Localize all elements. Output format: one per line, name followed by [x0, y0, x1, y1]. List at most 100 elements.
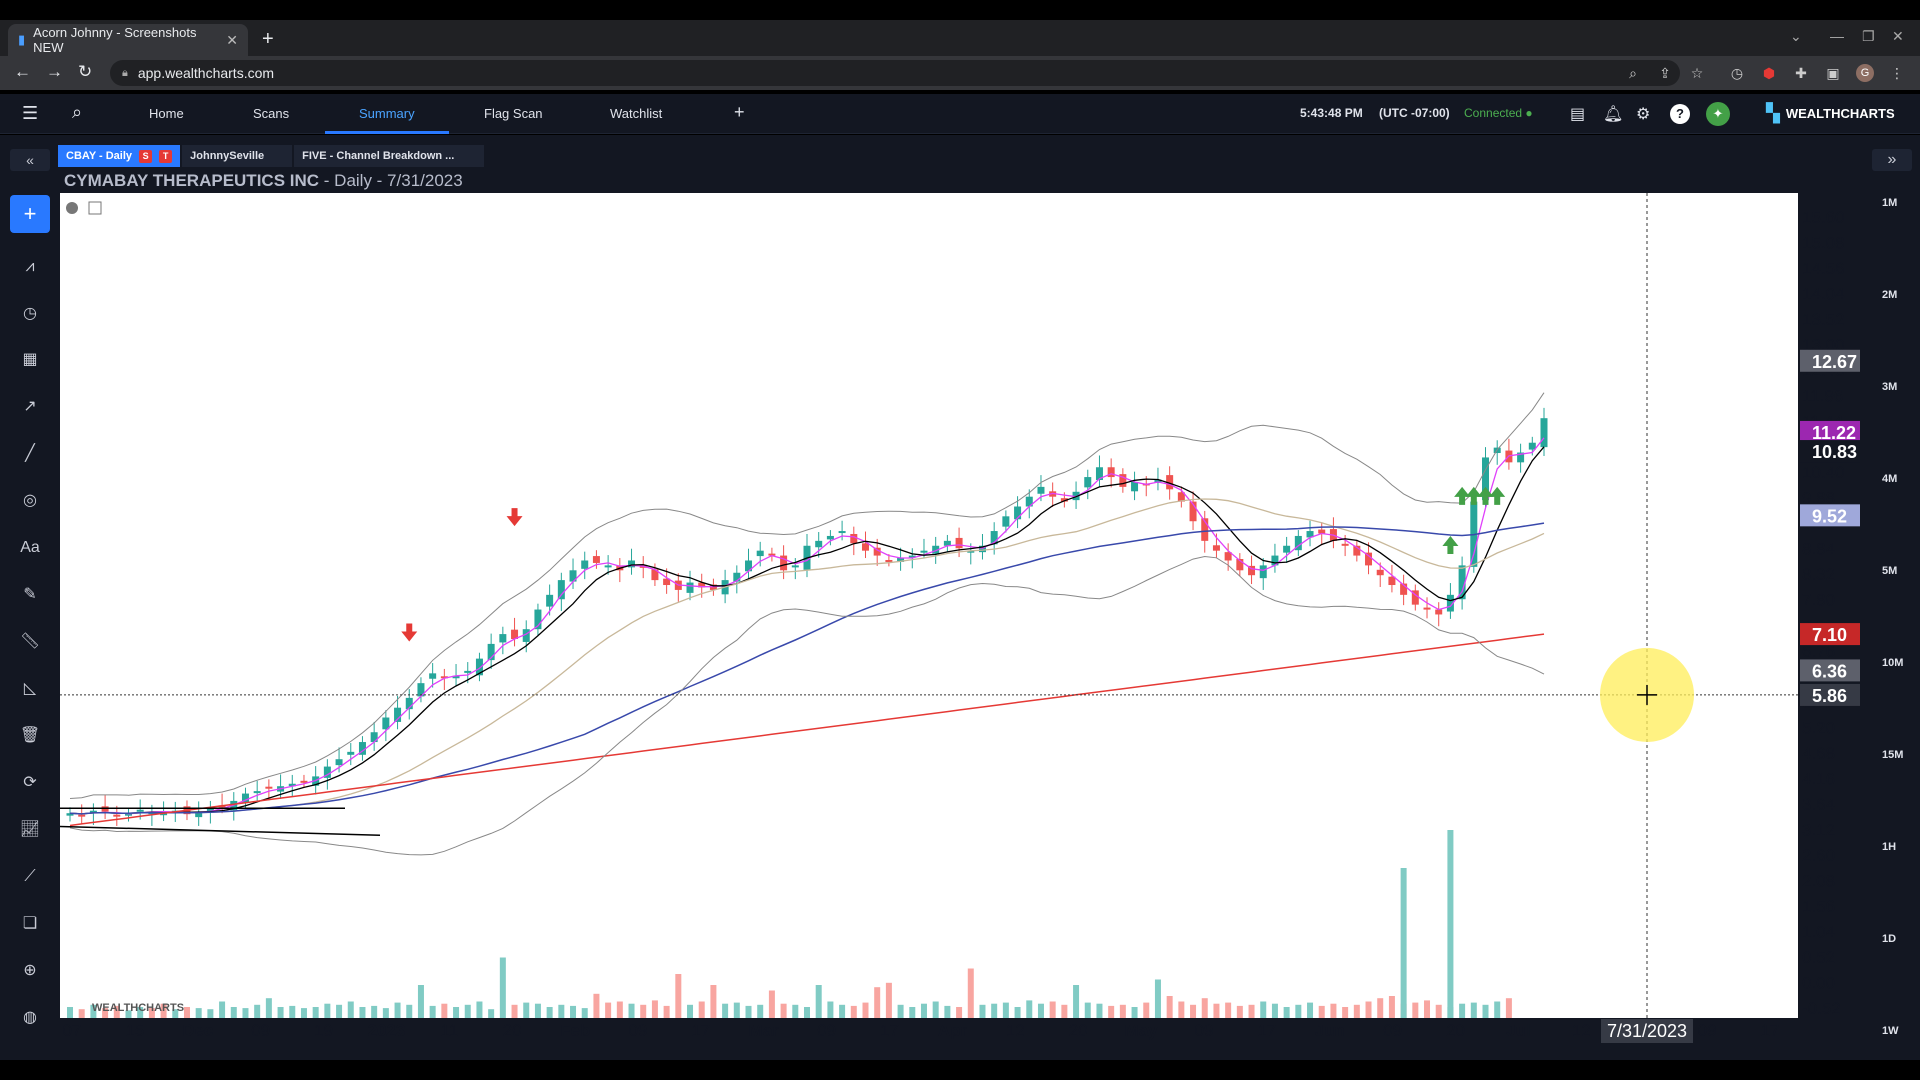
lightbulb-icon[interactable]: ✦	[1706, 102, 1730, 126]
refresh-icon[interactable]: ⟳	[23, 774, 37, 791]
volume-bar	[441, 1003, 448, 1018]
timeframe-3m[interactable]: 3M	[1882, 381, 1898, 393]
volume-bar	[675, 974, 682, 1018]
globe-icon[interactable]: ◍	[23, 1009, 37, 1026]
volume-bar	[488, 1009, 495, 1018]
volume-bar	[874, 987, 881, 1018]
bell-icon[interactable]: 🔔︎	[1603, 106, 1624, 123]
back-icon[interactable]: ←	[14, 62, 31, 81]
candle-body	[1400, 583, 1408, 595]
candle-body	[1283, 545, 1291, 553]
candle-body	[1376, 569, 1384, 576]
chart-tab-label: CBAY - Daily	[66, 150, 133, 162]
timeframe-15m[interactable]: 15M	[1882, 749, 1904, 761]
chart-tab-cbay[interactable]: CBAY - Daily S T	[58, 145, 181, 167]
extension-shield-icon[interactable]: ⬢	[1762, 65, 1776, 81]
help-icon[interactable]: ?	[1670, 104, 1690, 124]
menu-kebab-icon[interactable]: ⋮	[1890, 65, 1904, 81]
pattern-icon[interactable]: ⟋	[24, 868, 36, 885]
ruler-icon[interactable]: 📏︎	[19, 633, 41, 650]
candle-body	[1318, 529, 1326, 534]
browser-tab[interactable]: ▮ Acorn Johnny - Screenshots NEW ✕	[8, 24, 248, 56]
clock-icon[interactable]: ◷	[23, 305, 37, 322]
url-input[interactable]: 🔒︎ app.wealthcharts.com	[110, 60, 1680, 86]
line-chart-icon[interactable]: 📈︎	[19, 821, 41, 838]
candle-body	[1528, 442, 1536, 450]
zoom-icon[interactable]: ⌕	[1629, 65, 1637, 81]
tab-search-icon[interactable]: ⌄	[1790, 28, 1802, 44]
trend-icon[interactable]: ↗	[23, 398, 37, 415]
candle-body	[791, 565, 799, 568]
timeframe-2m[interactable]: 2M	[1882, 289, 1898, 301]
add-tab-icon[interactable]: +	[734, 102, 745, 122]
chart-tab-johnnyseville[interactable]: JohnnySeville	[182, 145, 293, 167]
candle-body	[1189, 501, 1197, 522]
studies-icon[interactable]: ⩘	[25, 258, 35, 275]
timeframe-5m[interactable]: 5M	[1882, 565, 1898, 577]
volume-bar	[1108, 1005, 1115, 1018]
price-chart[interactable]: 15.6015.0814.5614.0413.5213.0012.4811.96…	[0, 135, 1870, 1060]
profile-avatar[interactable]: G	[1856, 64, 1874, 82]
nav-flag-scan[interactable]: Flag Scan	[484, 106, 543, 121]
reload-icon[interactable]: ↻	[78, 62, 93, 81]
hamburger-menu-icon[interactable]: ☰	[22, 103, 39, 123]
ma-50-line	[69, 522, 1545, 815]
candle-body	[1119, 474, 1127, 487]
candle-body	[838, 531, 846, 534]
volume-bar	[1365, 1001, 1372, 1018]
nav-scans[interactable]: Scans	[253, 106, 290, 121]
timeframe-1m[interactable]: 1M	[1882, 197, 1898, 209]
minimize-icon[interactable]: —	[1830, 28, 1844, 44]
volume-bar	[1505, 998, 1512, 1018]
collapse-right-icon[interactable]: »	[1872, 149, 1912, 171]
chart-tab-five[interactable]: FIVE - Channel Breakdown ...	[294, 145, 485, 167]
volume-bar	[148, 1008, 155, 1018]
sidepanel-icon[interactable]: ▣	[1826, 65, 1840, 81]
crosshair-tool-icon[interactable]: ⊕	[23, 962, 37, 979]
date-tick-label: Feb	[560, 1021, 590, 1040]
close-window-icon[interactable]: ✕	[1892, 28, 1904, 44]
gear-icon[interactable]: ⚙	[1636, 106, 1651, 123]
text-tool-icon[interactable]: Aa	[20, 539, 40, 556]
candle-body	[686, 582, 694, 593]
volume-bar	[850, 1005, 857, 1018]
search-icon[interactable]: ⌕	[72, 102, 83, 122]
nav-home[interactable]: Home	[149, 106, 184, 121]
save-icon[interactable]: ▤	[1570, 106, 1586, 123]
new-tab-icon[interactable]: +	[262, 28, 274, 50]
close-tab-icon[interactable]: ✕	[226, 31, 238, 48]
extension-clock-icon[interactable]: ◷	[1730, 65, 1744, 81]
timeframe-4m[interactable]: 4M	[1882, 473, 1898, 485]
nav-watchlist[interactable]: Watchlist	[610, 106, 663, 121]
timeframe-1h[interactable]: 1H	[1882, 841, 1897, 853]
share-icon[interactable]: ⇪	[1659, 65, 1671, 81]
volume-bar	[581, 1008, 588, 1018]
volume-bar	[429, 1005, 436, 1018]
nav-summary[interactable]: Summary	[359, 106, 415, 121]
timeframe-10m[interactable]: 10M	[1882, 657, 1904, 669]
timeframe-1w[interactable]: 1W	[1882, 1025, 1899, 1037]
shapes-icon[interactable]: ◎	[23, 492, 37, 509]
price-label-bg	[1800, 683, 1860, 706]
candle-body	[1212, 545, 1220, 551]
line-tool-icon[interactable]: ╱	[25, 445, 35, 462]
calendar-icon[interactable]: ▦	[22, 351, 38, 368]
layers-icon[interactable]: ❏	[22, 915, 38, 932]
candle-body	[499, 634, 507, 643]
price-label-text: 11.22	[1812, 423, 1856, 443]
trash-icon[interactable]: 🗑︎	[19, 727, 41, 744]
volume-bar	[195, 1008, 202, 1018]
forward-icon[interactable]: →	[46, 62, 63, 81]
measure-icon[interactable]: ◺	[23, 680, 37, 697]
timeframe-bar: »	[1870, 135, 1920, 1060]
restore-icon[interactable]: ❐	[1862, 28, 1875, 44]
price-label-bg	[1800, 420, 1860, 443]
add-indicator-button[interactable]: +	[10, 195, 50, 233]
bookmark-star-icon[interactable]: ☆	[1690, 65, 1704, 81]
extensions-puzzle-icon[interactable]: ✚	[1795, 65, 1807, 81]
pencil-icon[interactable]: ✎	[23, 586, 37, 603]
connected-dot-icon: ●	[1525, 106, 1533, 120]
timeframe-1d[interactable]: 1D	[1882, 933, 1897, 945]
collapse-left-icon[interactable]: «	[10, 149, 50, 171]
volume-bar	[1470, 1002, 1477, 1018]
